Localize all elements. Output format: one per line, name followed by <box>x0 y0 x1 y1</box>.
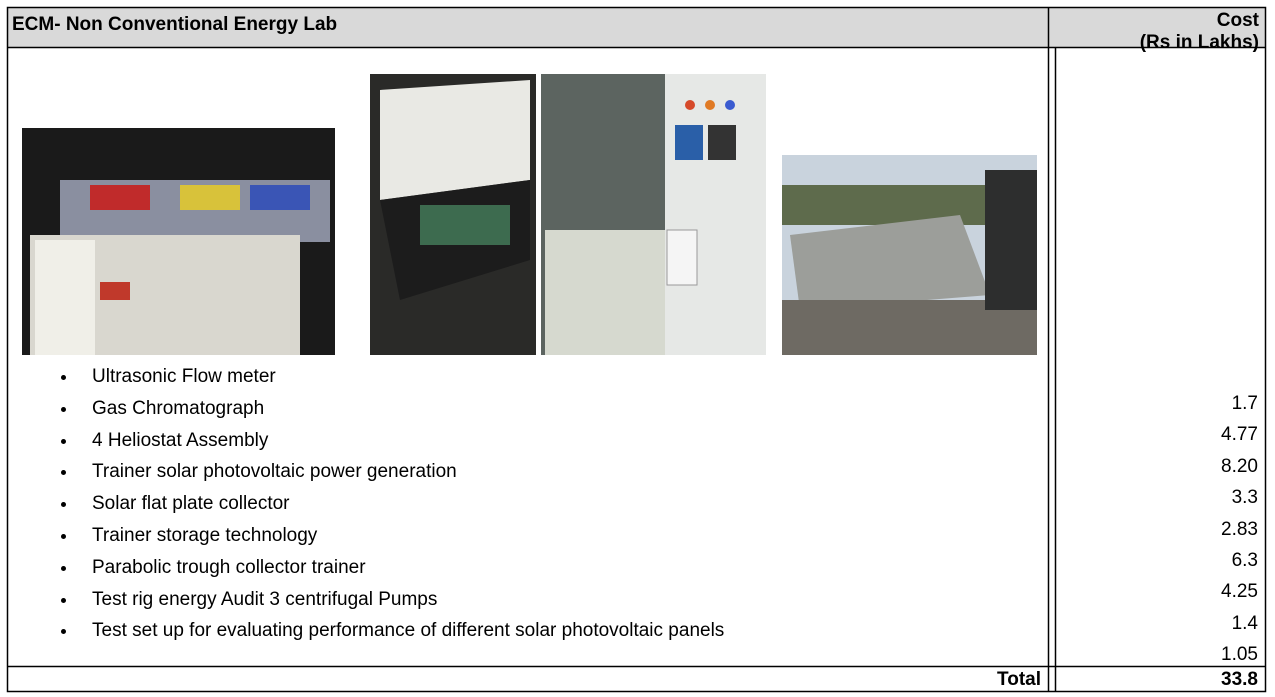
cost-value: 8.20 <box>1221 455 1258 486</box>
list-item: Solar flat plate collector <box>78 491 724 523</box>
equipment-list: Ultrasonic Flow meterGas Chromatograph4 … <box>46 364 724 650</box>
cost-value: 1.4 <box>1221 612 1258 643</box>
list-item: Gas Chromatograph <box>78 396 724 428</box>
cost-heading: Cost (Rs in Lakhs) <box>1140 10 1259 54</box>
photo <box>370 74 536 355</box>
header-title: ECM- Non Conventional Energy Lab <box>12 14 337 36</box>
list-item: Trainer storage technology <box>78 523 724 555</box>
cost-value: 6.3 <box>1221 549 1258 580</box>
list-item: 4 Heliostat Assembly <box>78 428 724 460</box>
cost-value: 4.25 <box>1221 580 1258 611</box>
total-label: Total <box>997 669 1041 691</box>
list-item: Trainer solar photovoltaic power generat… <box>78 459 724 491</box>
cost-heading-line: (Rs in Lakhs) <box>1140 32 1259 54</box>
cost-heading-line: Cost <box>1140 10 1259 32</box>
list-item: Test set up for evaluating performance o… <box>78 618 724 650</box>
total-value: 33.8 <box>1221 669 1258 691</box>
page: {"table": { "header": {"title": "ECM- No… <box>0 0 1275 697</box>
list-item: Test rig energy Audit 3 centrifugal Pump… <box>78 587 724 619</box>
list-item: Ultrasonic Flow meter <box>78 364 724 396</box>
cost-value: 1.7 <box>1221 392 1258 423</box>
cost-value: 4.77 <box>1221 423 1258 454</box>
photo <box>782 155 1037 355</box>
cost-value: 2.83 <box>1221 518 1258 549</box>
cost-value: 3.3 <box>1221 486 1258 517</box>
list-item: Parabolic trough collector trainer <box>78 555 724 587</box>
photo <box>22 128 335 355</box>
photo <box>541 74 766 355</box>
